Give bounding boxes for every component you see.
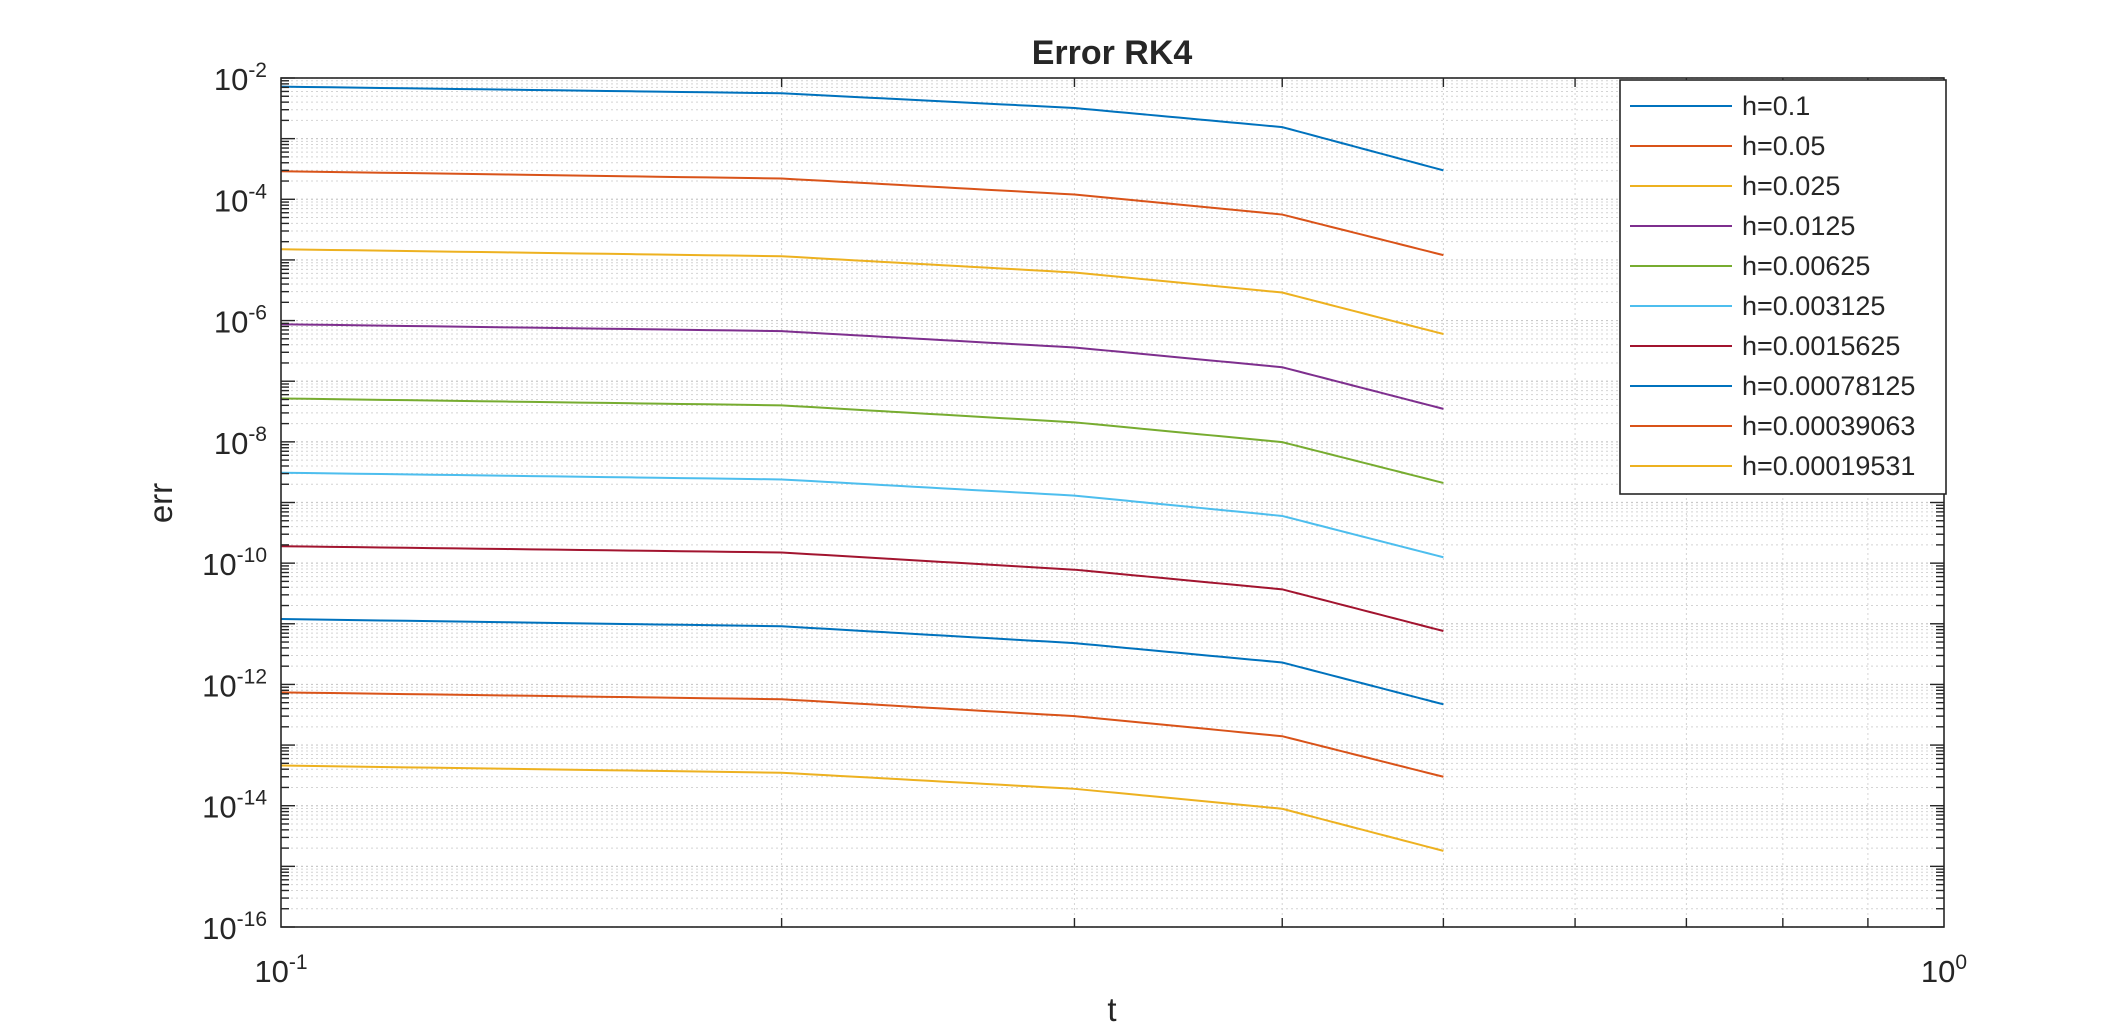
tick-base: 10: [202, 790, 236, 825]
y-tick-label: 10-4: [214, 180, 267, 218]
legend-entry-label: h=0.1: [1742, 91, 1810, 121]
tick-exponent: -2: [248, 59, 267, 82]
legend-entry-label: h=0.05: [1742, 131, 1825, 161]
x-tick-label: 10-1: [254, 951, 307, 989]
series-line-1: [280, 85, 1444, 172]
tick-exponent: -14: [237, 787, 268, 810]
y-axis-label: err: [142, 483, 179, 523]
y-tick-label: 10-6: [214, 302, 267, 340]
tick-base: 10: [214, 305, 248, 340]
tick-exponent: -10: [237, 544, 267, 567]
legend-entry-label: h=0.0015625: [1742, 331, 1900, 361]
tick-base: 10: [254, 954, 288, 989]
series-line-10: [280, 764, 1444, 852]
tick-exponent: -12: [237, 665, 267, 688]
series-line-2: [280, 170, 1444, 257]
tick-base: 10: [202, 668, 236, 703]
tick-base: 10: [214, 426, 248, 461]
series-line-6: [280, 471, 1444, 559]
tick-exponent: -8: [248, 423, 267, 446]
tick-exponent: -16: [237, 908, 267, 931]
legend[interactable]: h=0.1 h=0.05 h=0.025 h=0.0125 h=0.00625 h=0.0…: [1619, 79, 1947, 495]
tick-base: 10: [202, 911, 236, 946]
tick-exponent: -6: [248, 302, 267, 325]
series-line-7: [280, 545, 1444, 632]
series-line-3: [280, 248, 1444, 335]
y-tick-label: 10-10: [202, 544, 267, 582]
y-tick-label: 10-8: [214, 423, 267, 461]
chart-title: Error RK4: [1032, 34, 1193, 72]
series-line-4: [280, 323, 1444, 410]
legend-entry-label: h=0.0125: [1742, 211, 1855, 241]
legend-entry-label: h=0.00019531: [1742, 451, 1915, 481]
tick-exponent: -1: [289, 951, 308, 974]
x-axis-label: t: [1107, 991, 1116, 1028]
y-tick-label: 10-14: [202, 787, 267, 825]
tick-exponent: -4: [248, 180, 267, 203]
series-lines: [280, 85, 1444, 852]
legend-entry-label: h=0.00625: [1742, 251, 1870, 281]
series-line-5: [280, 397, 1444, 484]
legend-entry-label: h=0.025: [1742, 171, 1840, 201]
y-tick-label: 10-2: [214, 59, 267, 97]
y-tick-label: 10-16: [202, 908, 267, 946]
tick-base: 10: [202, 547, 236, 582]
y-tick-label: 10-12: [202, 665, 267, 703]
legend-entry-label: h=0.003125: [1742, 291, 1885, 321]
tick-base: 10: [214, 183, 248, 218]
tick-base: 10: [214, 62, 248, 97]
legend-entry-label: h=0.00039063: [1742, 411, 1915, 441]
tick-base: 10: [1921, 954, 1955, 989]
tick-exponent: 0: [1955, 951, 1967, 974]
x-tick-label: 100: [1921, 951, 1967, 989]
series-line-8: [280, 617, 1444, 706]
series-line-9: [280, 691, 1444, 778]
legend-entry-label: h=0.00078125: [1742, 371, 1915, 401]
